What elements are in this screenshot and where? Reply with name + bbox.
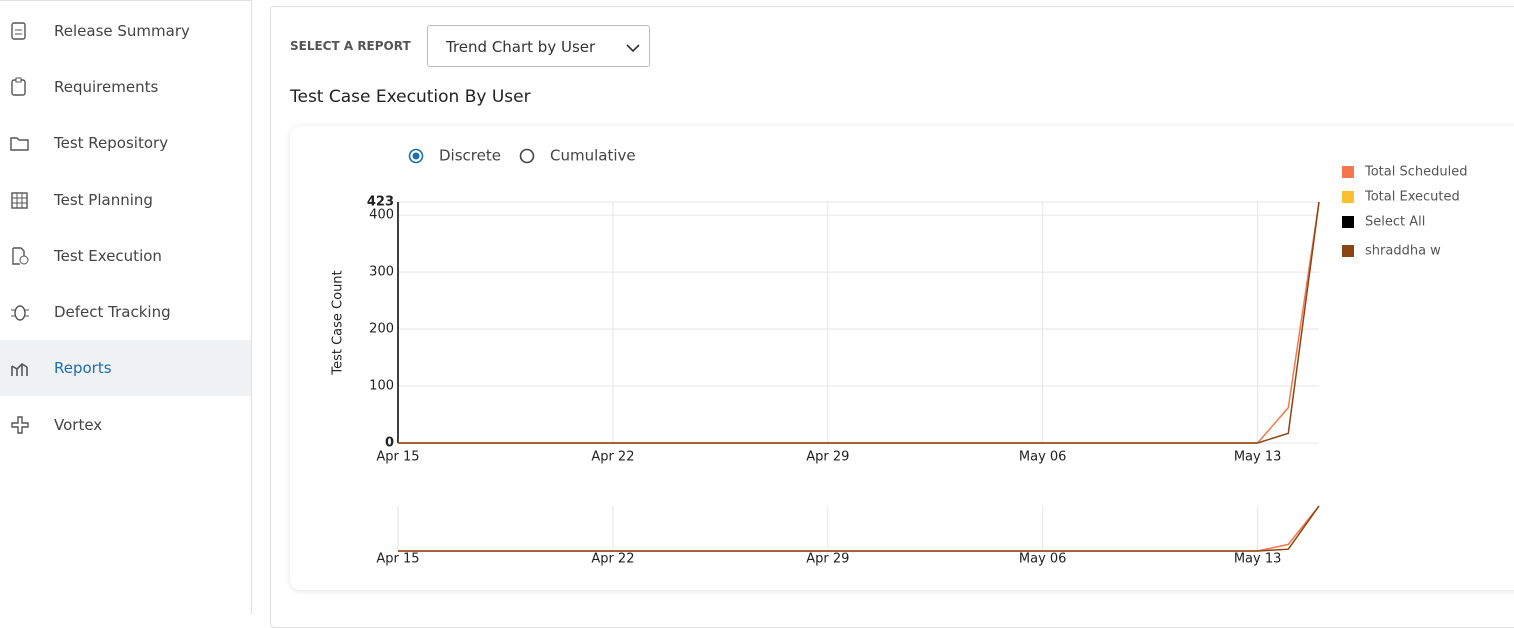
nav-label: Test Planning <box>54 191 153 209</box>
radio-label: Cumulative <box>550 147 636 165</box>
report-dropdown[interactable]: Trend Chart by User <box>427 25 650 67</box>
nav-item[interactable]: Defect Tracking <box>0 284 251 340</box>
icon <box>11 77 26 96</box>
legend-swatch[interactable] <box>1342 216 1354 228</box>
series-line <box>398 201 1320 444</box>
select-label: SELECT A REPORT <box>290 39 411 53</box>
x-tick-label: Apr 15 <box>376 450 419 465</box>
x-tick-label: May 13 <box>1234 450 1282 465</box>
nav-label: Test Execution <box>54 247 162 265</box>
series-line <box>398 505 1320 552</box>
x-tick-label: Apr 22 <box>591 552 634 567</box>
chart: Discrete Cumulative Apr 15 Apr 22 Apr 29 May … <box>331 147 1468 567</box>
nav-label: Vortex <box>54 416 103 434</box>
x-tick-label: May 13 <box>1234 552 1282 567</box>
icon <box>11 305 29 321</box>
chevron <box>626 44 640 53</box>
dropdown-value: Trend Chart by User <box>446 38 596 56</box>
icon <box>10 137 29 151</box>
nav-item[interactable]: Requirements <box>0 59 251 115</box>
x-tick-label: Apr 15 <box>376 552 419 567</box>
x-tick-label: May 06 <box>1019 450 1067 465</box>
x-tick-label: Apr 29 <box>806 450 849 465</box>
y-tick-label: 300 <box>369 265 394 280</box>
nav-item[interactable]: Test Repository <box>0 115 251 171</box>
nav-label: Requirements <box>54 78 159 96</box>
nav-label: Defect Tracking <box>54 303 171 321</box>
series-line <box>398 201 1320 444</box>
x-tick-label: Apr 29 <box>806 552 849 567</box>
icon <box>11 416 29 434</box>
y-tick-label: 400 <box>369 208 394 223</box>
icon <box>11 192 28 209</box>
x-tick-label: Apr 22 <box>591 450 634 465</box>
icon <box>11 22 26 40</box>
y-tick-label: 0 <box>385 436 394 451</box>
nav-item[interactable]: Release Summary <box>0 3 251 59</box>
sidebar: Release Summary Requirements Test Reposi… <box>0 0 252 614</box>
y-tick-label: 100 <box>369 379 394 394</box>
nav-item[interactable]: Test Execution <box>0 228 251 284</box>
nav-item[interactable]: Reports <box>0 340 251 396</box>
legend-swatch[interactable] <box>1342 166 1354 178</box>
nav-label: Release Summary <box>54 22 190 40</box>
radio-dot <box>412 152 420 160</box>
legend-label[interactable]: Total Scheduled <box>1364 165 1467 180</box>
x-tick-label: May 06 <box>1019 552 1067 567</box>
series-line <box>398 505 1320 552</box>
legend-label[interactable]: Select All <box>1365 215 1425 230</box>
y-tick-label: 423 <box>367 195 394 210</box>
section-title: Test Case Execution By User <box>290 87 531 107</box>
legend-swatch[interactable] <box>1342 245 1354 257</box>
icon <box>12 247 29 265</box>
nav-label: Test Repository <box>54 134 169 152</box>
nav-item[interactable]: Test Planning <box>0 172 251 228</box>
y-axis-title: Test Case Count <box>331 270 346 375</box>
legend-label[interactable]: Total Executed <box>1364 190 1460 205</box>
y-tick-label: 200 <box>369 322 394 337</box>
radio-label: Discrete <box>439 147 501 165</box>
legend-label[interactable]: shraddha w <box>1365 244 1441 259</box>
icon <box>11 362 28 376</box>
radio[interactable] <box>519 148 535 164</box>
legend-swatch[interactable] <box>1342 191 1354 203</box>
nav-item[interactable]: Vortex <box>0 397 251 453</box>
nav-label: Reports <box>54 359 112 377</box>
